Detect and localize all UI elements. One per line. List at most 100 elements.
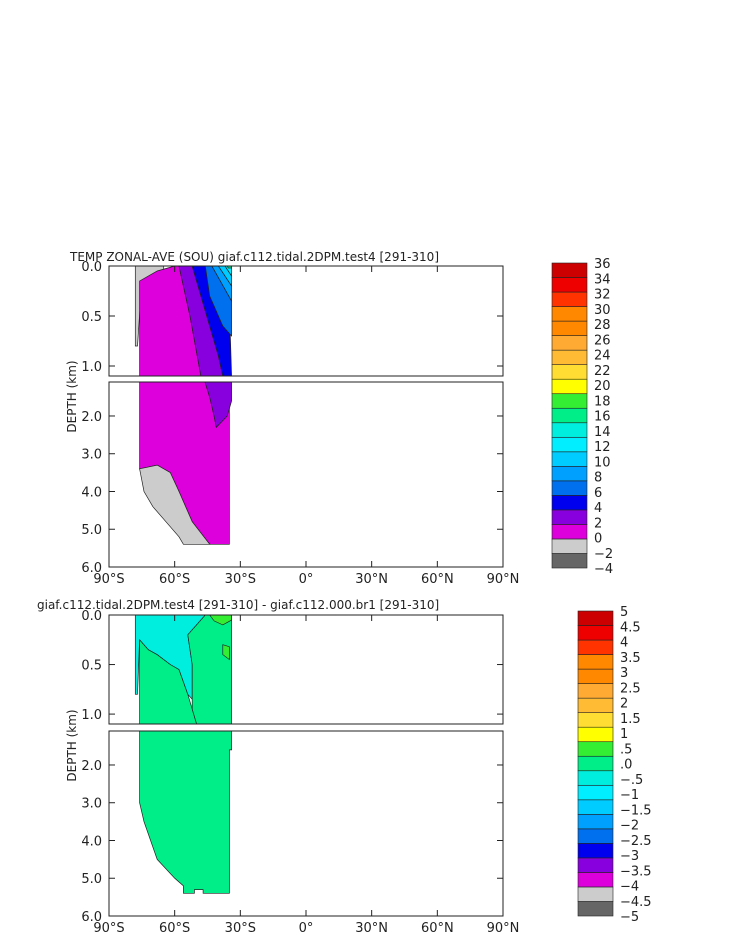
x-tick-label: 0° xyxy=(299,921,314,936)
colorbar-label: 10 xyxy=(594,455,611,470)
x-tick-label: 30°S xyxy=(225,572,256,587)
colorbar-label: 34 xyxy=(594,272,611,287)
colorbar-label: 6 xyxy=(594,486,602,501)
colorbar-swatch xyxy=(551,495,588,511)
colorbar-label: −5 xyxy=(620,910,639,925)
colorbar-label: −4.5 xyxy=(620,895,652,910)
colorbar-swatch xyxy=(551,466,588,482)
colorbar-swatch xyxy=(577,755,614,772)
colorbar-swatch xyxy=(577,784,614,801)
colorbar-swatch xyxy=(577,683,614,699)
colorbar-swatch xyxy=(577,712,614,728)
contour-region-4 xyxy=(209,615,232,626)
colorbar-swatch xyxy=(551,277,588,293)
colorbar-swatch xyxy=(577,741,614,757)
colorbar-label: 3 xyxy=(620,666,628,681)
x-tick-label: 60°S xyxy=(159,572,190,587)
colorbar: 54.543.532.521.51.5.0−.5−1−1.5−2−2.5−3−3… xyxy=(577,605,652,925)
y-tick-label: 2.0 xyxy=(81,759,102,774)
colorbar-label: −2.5 xyxy=(620,834,652,849)
y-tick-label: 1.0 xyxy=(81,708,102,723)
colorbar-label: 16 xyxy=(594,410,611,425)
x-tick-label: 0° xyxy=(299,572,314,587)
y-tick-label: 0.5 xyxy=(81,310,102,325)
colorbar-label: 8 xyxy=(594,471,602,486)
colorbar-label: −3 xyxy=(620,849,639,864)
colorbar-label: 18 xyxy=(594,394,611,409)
y-tick-label: 4.0 xyxy=(81,834,102,849)
colorbar-swatch xyxy=(551,262,588,278)
colorbar-swatch xyxy=(577,886,614,902)
y-axis-label: DEPTH (km) xyxy=(65,709,79,781)
panel-1: TEMP ZONAL-AVE (SOU) giaf.c112.tidal.2DP… xyxy=(65,250,613,587)
y-tick-label: 5.0 xyxy=(81,523,102,538)
colorbar-label: 30 xyxy=(594,303,611,318)
colorbar-swatch xyxy=(551,378,588,395)
colorbar-swatch xyxy=(577,770,614,786)
colorbar-label: 4 xyxy=(620,636,628,651)
colorbar-swatch xyxy=(577,901,614,917)
colorbar-label: 1 xyxy=(620,727,628,742)
colorbar-swatch xyxy=(577,639,614,655)
x-tick-label: 60°N xyxy=(421,921,454,936)
contour-regions xyxy=(134,615,232,894)
colorbar-swatch xyxy=(577,872,614,888)
contour-region-5 xyxy=(222,644,230,661)
colorbar-label: .0 xyxy=(620,758,632,773)
colorbar-swatch xyxy=(551,451,588,467)
colorbar-swatch xyxy=(577,857,614,873)
colorbar-label: 4 xyxy=(594,501,602,516)
y-tick-label: 2.0 xyxy=(81,410,102,425)
colorbar-label: 12 xyxy=(594,440,611,455)
colorbar-swatch xyxy=(551,320,588,336)
colorbar-label: −1 xyxy=(620,788,639,803)
panel-2: giaf.c112.tidal.2DPM.test4 [291-310] - g… xyxy=(37,598,652,936)
colorbar-swatch xyxy=(551,436,588,453)
y-tick-label: 0.0 xyxy=(81,609,102,624)
colorbar-swatch xyxy=(551,538,588,554)
colorbar-swatch xyxy=(551,306,588,322)
colorbar-swatch xyxy=(577,654,614,670)
colorbar-label: −.5 xyxy=(620,773,643,788)
colorbar-swatch xyxy=(551,509,588,525)
colorbar-label: −4 xyxy=(620,880,639,895)
y-tick-label: 4.0 xyxy=(81,485,102,500)
y-tick-label: 5.0 xyxy=(81,872,102,887)
colorbar-label: 2.5 xyxy=(620,681,641,696)
colorbar-swatch xyxy=(577,814,614,830)
colorbar-label: 28 xyxy=(594,318,611,333)
contour-region-5 xyxy=(204,266,232,337)
y-tick-label: 0.5 xyxy=(81,659,102,674)
chart-title: TEMP ZONAL-AVE (SOU) giaf.c112.tidal.2DP… xyxy=(69,250,439,264)
chart-title: giaf.c112.tidal.2DPM.test4 [291-310] - g… xyxy=(37,598,439,612)
contour-region-3 xyxy=(187,615,232,725)
y-tick-label: 3.0 xyxy=(81,448,102,463)
y-axis-label: DEPTH (km) xyxy=(65,360,79,432)
colorbar-swatch xyxy=(577,697,614,713)
x-tick-label: 90°S xyxy=(93,572,124,587)
colorbar-label: 36 xyxy=(594,257,611,272)
colorbar-label: 20 xyxy=(594,379,611,394)
x-tick-label: 90°S xyxy=(93,921,124,936)
colorbar-label: −3.5 xyxy=(620,864,652,879)
colorbar-label: 0 xyxy=(594,532,602,547)
colorbar-label: 3.5 xyxy=(620,651,641,666)
x-tick-label: 60°S xyxy=(159,921,190,936)
colorbar-label: 14 xyxy=(594,425,611,440)
colorbar-swatch xyxy=(551,407,588,424)
y-tick-label: 6.0 xyxy=(81,561,102,576)
colorbar-swatch xyxy=(551,291,588,307)
y-tick-label: 3.0 xyxy=(81,797,102,812)
colorbar-swatch xyxy=(577,799,614,815)
contour-regions xyxy=(134,266,232,545)
colorbar-swatch xyxy=(551,480,588,496)
x-tick-label: 90°N xyxy=(487,572,520,587)
colorbar-swatch xyxy=(551,364,588,380)
colorbar-swatch xyxy=(551,553,588,569)
colorbar-swatch xyxy=(551,349,588,365)
colorbar-swatch xyxy=(551,335,588,351)
colorbar-label: −1.5 xyxy=(620,803,652,818)
colorbar-label: 2 xyxy=(594,516,602,531)
colorbar-label: −2 xyxy=(620,819,639,834)
